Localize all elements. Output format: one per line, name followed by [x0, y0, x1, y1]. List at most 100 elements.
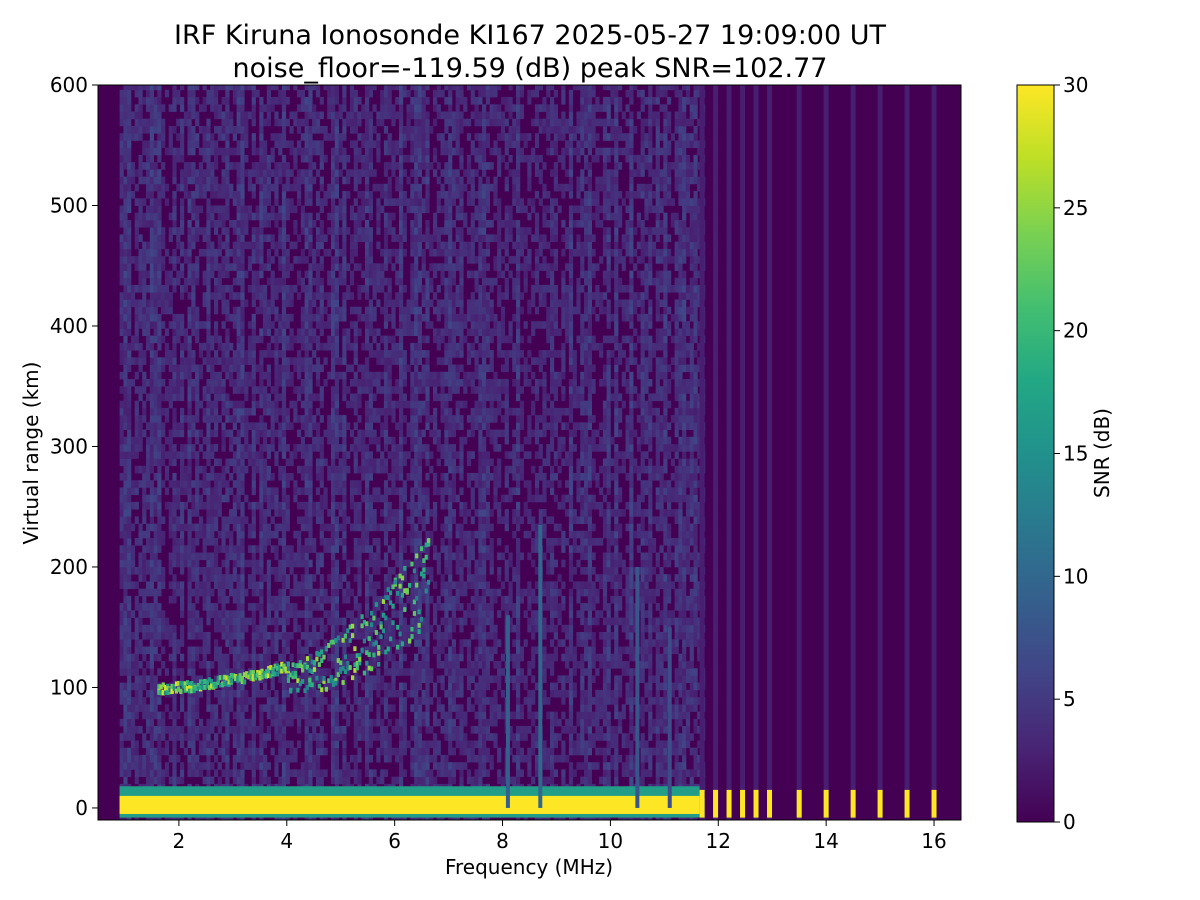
- noise-cell: [285, 371, 290, 380]
- noise-cell: [365, 183, 370, 192]
- noise-cell: [274, 624, 279, 633]
- noise-cell: [334, 85, 339, 91]
- noise-cell: [315, 227, 321, 235]
- noise-cell: [278, 241, 283, 250]
- noise-cell: [338, 248, 343, 257]
- noise-cell: [123, 624, 128, 633]
- noise-cell: [119, 530, 124, 539]
- noise-cell: [191, 545, 196, 553]
- noise-cell: [293, 241, 298, 250]
- noise-cell: [119, 313, 124, 322]
- noise-cell: [319, 97, 324, 105]
- noise-cell: [172, 191, 177, 199]
- noise-cell: [217, 509, 222, 517]
- noise-cell: [176, 371, 181, 380]
- noise-cell: [127, 422, 132, 430]
- noise-cell: [281, 436, 287, 445]
- noise-cell: [221, 436, 226, 445]
- noise-cell: [281, 559, 287, 568]
- noise-cell: [214, 487, 219, 495]
- noise-cell: [361, 198, 366, 206]
- noise-cell: [331, 104, 336, 112]
- noise-cell: [225, 205, 230, 214]
- noise-cell: [153, 567, 158, 575]
- noise-cell: [274, 176, 279, 185]
- noise-cell: [127, 328, 132, 336]
- noise-cell: [319, 205, 324, 214]
- noise-cell: [331, 617, 336, 626]
- noise-cell: [266, 704, 271, 712]
- noise-cell: [244, 212, 249, 221]
- noise-cell: [221, 220, 226, 228]
- noise-cell: [327, 335, 332, 344]
- noise-cell: [202, 97, 207, 105]
- noise-cell: [334, 162, 339, 170]
- noise-cell: [289, 147, 294, 156]
- noise-cell: [308, 473, 313, 481]
- noise-cell: [293, 183, 298, 192]
- noise-cell: [251, 545, 256, 553]
- noise-cell: [210, 357, 215, 365]
- noise-cell: [172, 263, 177, 271]
- noise-cell: [251, 292, 256, 300]
- noise-cell: [266, 487, 271, 495]
- noise-cell: [353, 227, 358, 235]
- noise-cell: [368, 501, 373, 510]
- noise-cell: [225, 762, 230, 770]
- noise-cell: [225, 407, 230, 416]
- noise-cell: [353, 147, 358, 156]
- noise-cell: [149, 241, 154, 250]
- noise-cell: [240, 89, 245, 98]
- noise-cell: [191, 762, 196, 770]
- noise-cell: [236, 270, 241, 279]
- noise-cell: [229, 379, 234, 387]
- noise-cell: [353, 769, 358, 777]
- noise-cell: [146, 89, 151, 98]
- noise-cell: [259, 422, 264, 430]
- noise-cell: [214, 552, 219, 561]
- noise-cell: [331, 574, 336, 582]
- noise-cell: [308, 140, 313, 148]
- noise-cell: [353, 545, 358, 553]
- noise-cell: [380, 350, 385, 358]
- noise-cell: [334, 480, 339, 488]
- noise-cell: [315, 646, 321, 655]
- noise-cell: [244, 241, 249, 250]
- noise-cell: [315, 603, 321, 611]
- noise-cell: [361, 733, 366, 741]
- noise-cell: [157, 140, 162, 148]
- noise-cell: [206, 198, 211, 206]
- noise-cell: [251, 567, 256, 575]
- noise-cell: [331, 704, 336, 712]
- noise-cell: [157, 299, 162, 308]
- noise-cell: [161, 285, 166, 293]
- noise-cell: [168, 516, 173, 524]
- noise-cell: [308, 617, 313, 626]
- noise-cell: [281, 256, 287, 264]
- noise-cell: [195, 487, 200, 495]
- noise-cell: [263, 632, 268, 640]
- noise-cell: [266, 588, 271, 597]
- noise-cell: [202, 140, 207, 148]
- noise-cell: [146, 248, 151, 257]
- noise-cell: [247, 545, 253, 553]
- noise-cell: [206, 386, 211, 394]
- noise-cell: [281, 646, 287, 655]
- noise-cell: [293, 682, 298, 691]
- noise-cell: [251, 530, 256, 539]
- noise-cell: [372, 104, 377, 112]
- noise-cell: [270, 718, 275, 727]
- noise-cell: [315, 198, 321, 206]
- noise-cell: [142, 270, 147, 279]
- noise-cell: [187, 292, 192, 300]
- noise-cell: [259, 559, 264, 568]
- noise-cell: [134, 169, 139, 177]
- noise-cell: [134, 487, 139, 495]
- noise-cell: [270, 270, 275, 279]
- noise-cell: [221, 285, 226, 293]
- noise-cell: [334, 234, 339, 242]
- noise-cell: [323, 494, 328, 503]
- noise-cell: [123, 234, 128, 242]
- noise-cell: [334, 335, 339, 344]
- noise-cell: [304, 371, 309, 380]
